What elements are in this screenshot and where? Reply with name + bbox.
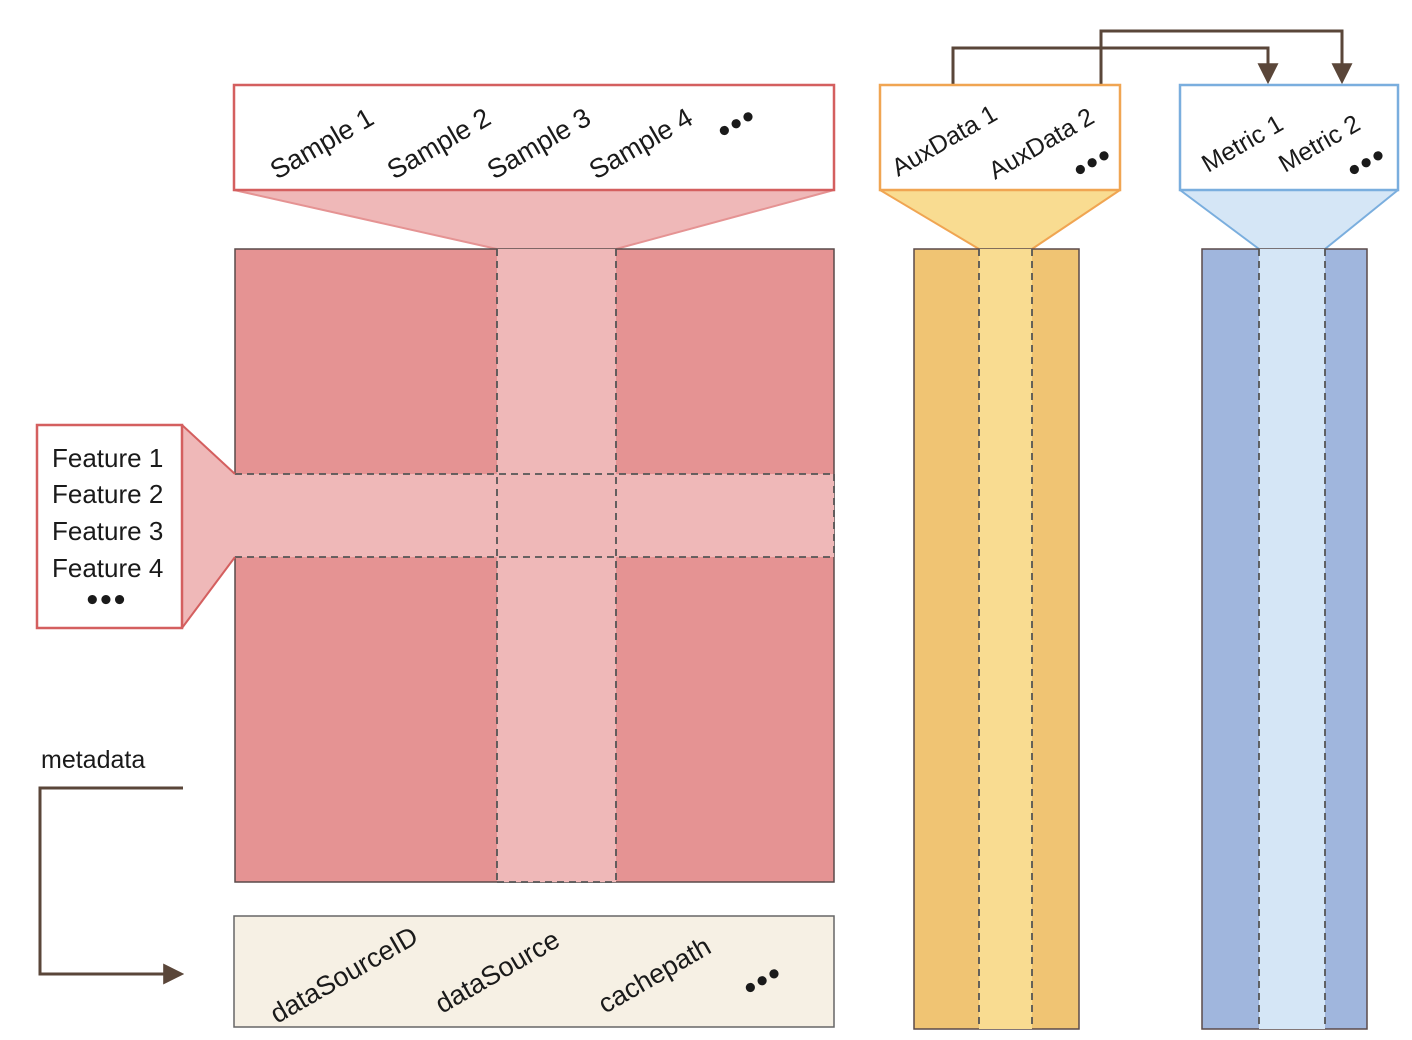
feature-label-4: Feature 4 [52,553,163,583]
metric-column-highlight [1259,249,1325,1029]
auxdata-section: AuxData 1 AuxData 2 ••• [878,83,1122,1030]
sample-column-highlight [497,249,616,882]
metric-box [1178,83,1400,192]
metric-funnel [1180,190,1398,249]
metadata-arrow [38,786,185,985]
features-box [35,423,184,630]
samples-box [232,83,836,192]
auxdata-box [878,83,1122,192]
auxdata-funnel [880,190,1120,249]
feature-label-3: Feature 3 [52,516,163,546]
metadata-section: metadata dataSourceID dataSource cachepa… [38,746,835,1029]
aux-to-metric-connectors [951,29,1353,85]
metadata-box [233,915,835,1028]
feature-label-2: Feature 2 [52,479,163,509]
metadata-label: metadata [41,746,145,774]
features-funnel [182,425,235,628]
metric-section: Metric 1 Metric 2 ••• [1178,83,1400,1030]
samples-header: Sample 1 Sample 2 Sample 3 Sample 4 ••• [232,83,836,250]
features-header: Feature 1 Feature 2 Feature 3 Feature 4 … [35,423,236,630]
data-matrix [234,248,835,883]
connector-auxdata2-metric2 [1099,29,1353,85]
features-more: ••• [84,586,125,616]
feature-row-highlight [235,474,834,557]
samples-funnel [234,190,834,249]
connector-auxdata1-metric1 [951,46,1279,85]
feature-label-1: Feature 1 [52,443,163,473]
auxdata-column-highlight [979,249,1032,1029]
